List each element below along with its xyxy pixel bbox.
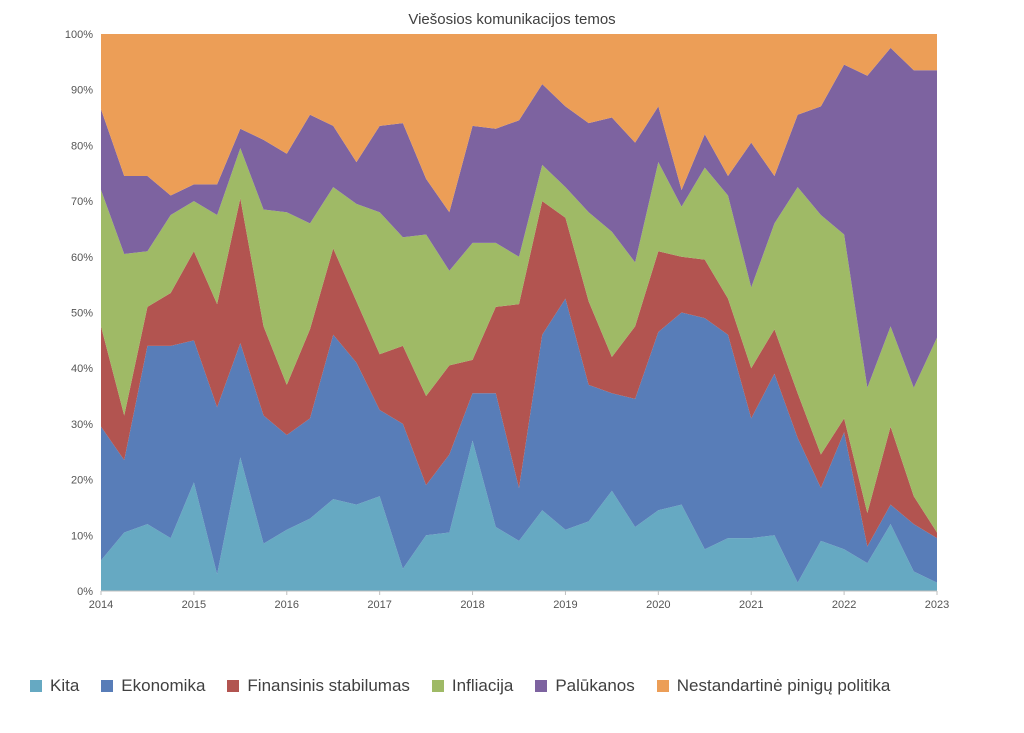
legend-item-0: Kita <box>30 676 79 696</box>
axes: 0% 10% 20% 30% 40% 50% 60% 70% 80% 90% 100% 2014 201… <box>65 29 949 611</box>
x-tick-label: 2022 <box>832 599 856 611</box>
area-series-3 <box>101 148 937 533</box>
legend-swatch <box>431 680 444 692</box>
x-tick-label: 2015 <box>182 599 206 611</box>
legend-swatch <box>30 680 42 692</box>
area-series-0 <box>101 440 937 591</box>
area-series-1 <box>101 298 937 583</box>
legend-item-3: Infliacija <box>431 676 514 696</box>
legend-label: Kita <box>50 676 80 695</box>
legend-label: Ekonomika <box>121 676 206 695</box>
legend: Kita Ekonomika Finansinis stabilumas Inflia… <box>30 676 1010 696</box>
legend-label: Finansinis stabilumas <box>247 676 410 695</box>
legend-item-5: Nestandartinė pinigų politika <box>656 676 891 696</box>
legend-label: Palūkanos <box>555 676 635 695</box>
chart-title: Viešosios komunikacijos temos <box>408 11 615 28</box>
legend-swatch <box>101 680 114 692</box>
y-tick-label: 30% <box>71 419 93 431</box>
legend-swatch <box>656 680 669 692</box>
legend-label: Infliacija <box>451 676 514 695</box>
legend-swatch <box>227 680 240 692</box>
legend-item-4: Palūkanos <box>535 676 635 696</box>
series-areas <box>101 34 937 591</box>
area-series-5 <box>101 34 937 213</box>
legend-item-2: Finansinis stabilumas <box>227 676 410 696</box>
x-tick-label: 2019 <box>553 599 577 611</box>
y-tick-label: 50% <box>71 308 93 320</box>
area-series-4 <box>101 47 937 388</box>
y-tick-label: 20% <box>71 475 93 487</box>
x-tick-label: 2021 <box>739 599 763 611</box>
legend-swatch <box>535 680 548 692</box>
x-tick-label: 2023 <box>925 599 949 611</box>
y-tick-label: 40% <box>71 363 93 375</box>
x-tick-label: 2018 <box>460 599 484 611</box>
y-tick-label: 0% <box>77 586 93 598</box>
x-tick-label: 2017 <box>367 599 391 611</box>
legend-item-1: Ekonomika <box>101 676 205 696</box>
x-tick-label: 2020 <box>646 599 670 611</box>
y-tick-label: 90% <box>71 85 93 97</box>
y-tick-label: 70% <box>71 196 93 208</box>
area-series-2 <box>101 198 937 547</box>
area-chart: Viešosios komunikacijos temos 0% 10% 20% 30… <box>65 11 949 611</box>
x-tick-label: 2014 <box>89 599 113 611</box>
y-tick-label: 10% <box>71 530 93 542</box>
x-tick-label: 2016 <box>275 599 299 611</box>
y-tick-label: 80% <box>71 140 93 152</box>
legend-label: Nestandartinė pinigų politika <box>676 676 891 695</box>
y-tick-label: 60% <box>71 252 93 264</box>
y-tick-label: 100% <box>65 29 93 41</box>
